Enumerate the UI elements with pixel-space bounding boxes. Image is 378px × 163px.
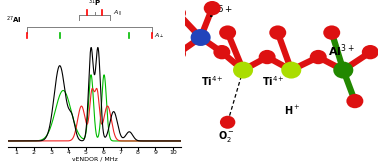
Circle shape [269, 25, 286, 40]
Text: Al$^{3+}$: Al$^{3+}$ [328, 42, 355, 59]
Circle shape [233, 62, 253, 79]
Text: $A_\parallel$: $A_\parallel$ [113, 8, 122, 19]
Circle shape [333, 62, 353, 79]
Text: $^{31}$P: $^{31}$P [88, 0, 101, 9]
Circle shape [219, 25, 236, 40]
Text: O$_2^-$: O$_2^-$ [218, 129, 235, 144]
Text: P$^{5+}$: P$^{5+}$ [208, 5, 233, 21]
X-axis label: νENDOR / MHz: νENDOR / MHz [71, 156, 118, 162]
Circle shape [213, 45, 230, 59]
Circle shape [346, 94, 363, 108]
Circle shape [362, 45, 378, 59]
Circle shape [323, 25, 340, 40]
Text: $A_\perp$: $A_\perp$ [155, 31, 165, 40]
Circle shape [310, 50, 327, 64]
Circle shape [259, 50, 276, 64]
Circle shape [191, 29, 211, 46]
Text: $^{27}$Al: $^{27}$Al [6, 15, 22, 26]
Circle shape [169, 6, 186, 20]
Circle shape [169, 47, 186, 61]
Text: Ti$^{4+}$: Ti$^{4+}$ [201, 75, 223, 88]
Circle shape [204, 1, 221, 15]
Text: H$^+$: H$^+$ [284, 104, 300, 117]
Circle shape [220, 116, 235, 129]
Text: Ti$^{4+}$: Ti$^{4+}$ [262, 75, 285, 88]
Circle shape [281, 62, 301, 79]
